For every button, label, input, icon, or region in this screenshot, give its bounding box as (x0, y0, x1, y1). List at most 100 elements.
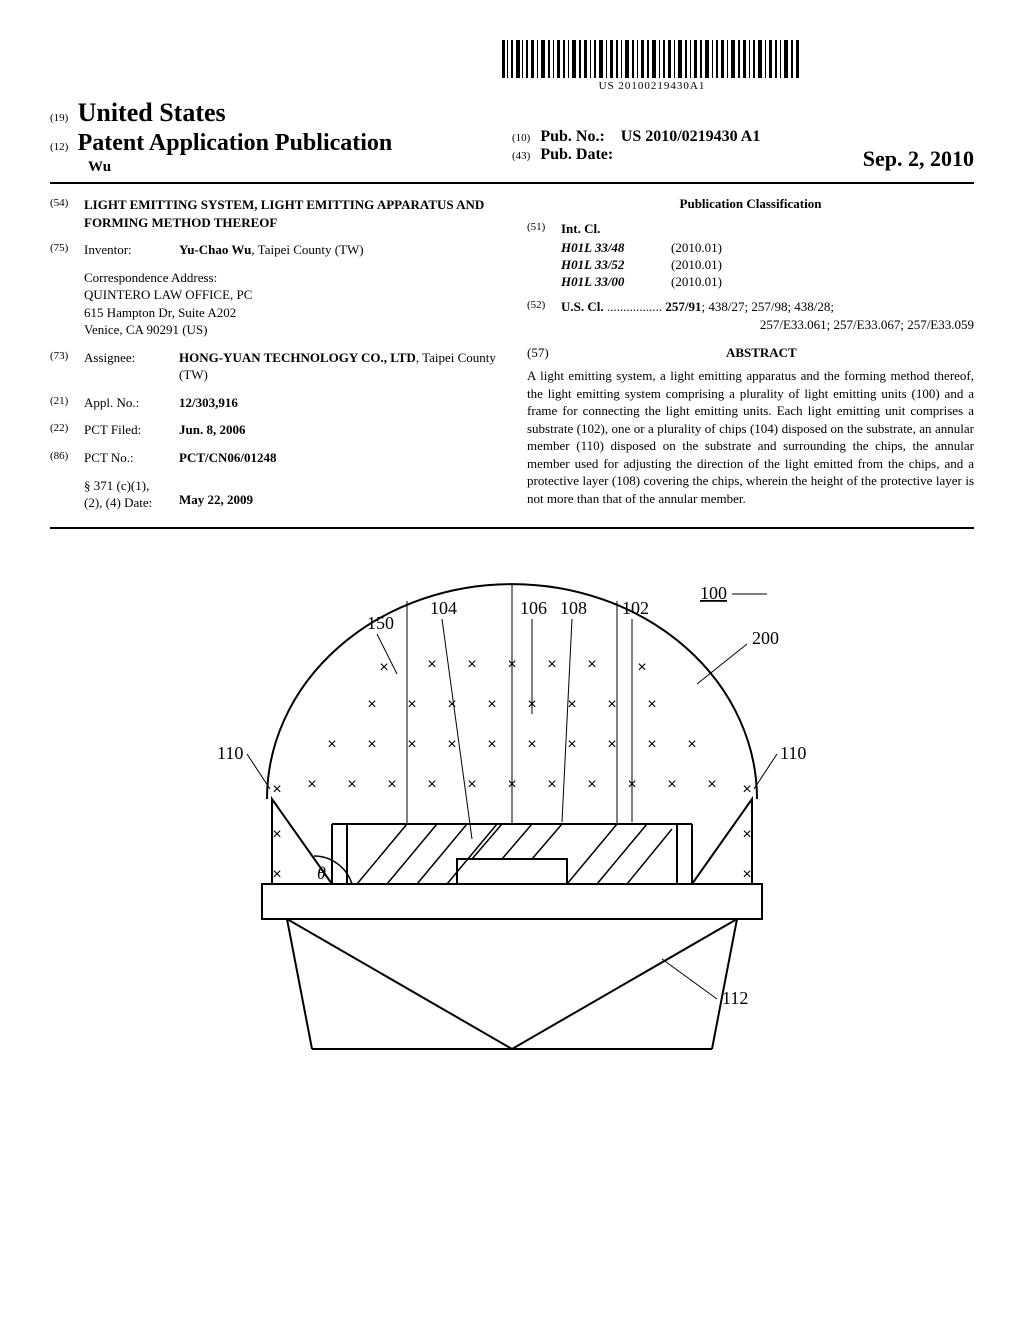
ref-200: 200 (752, 628, 779, 648)
field-appl-no: (21) Appl. No.: 12/303,916 (50, 394, 497, 412)
ref-110-left: 110 (217, 743, 243, 763)
ref-theta: θ (317, 863, 326, 883)
intcl-label: Int. Cl. (561, 221, 600, 236)
pctno-label: PCT No.: (84, 449, 179, 467)
abstract-text: A light emitting system, a light emittin… (527, 367, 974, 507)
invention-title: LIGHT EMITTING SYSTEM, LIGHT EMITTING AP… (84, 197, 484, 230)
svg-text:×: × (742, 826, 751, 843)
s371-value: May 22, 2009 (179, 492, 253, 507)
inventor-header-line: Wu (88, 159, 512, 176)
code-54: (54) (50, 196, 84, 231)
intcl-row: H01L 33/52 (2010.01) (527, 257, 974, 273)
barcode-text: US 20100219430A1 (502, 80, 802, 92)
svg-text:×: × (607, 696, 616, 713)
code-57: (57) (527, 345, 549, 361)
s371-label1: § 371 (c)(1), (84, 477, 179, 495)
s371-label2: (2), (4) Date: (84, 494, 179, 512)
svg-text:×: × (507, 776, 516, 793)
ref-100: 100 (700, 583, 727, 603)
correspondence-address: Correspondence Address: QUINTERO LAW OFF… (84, 269, 497, 339)
ref-106: 106 (520, 598, 547, 618)
svg-text:×: × (407, 736, 416, 753)
field-pct-filed: (22) PCT Filed: Jun. 8, 2006 (50, 421, 497, 439)
uscl-bold: 257/91 (665, 299, 701, 314)
svg-text:×: × (407, 696, 416, 713)
svg-text:×: × (547, 776, 556, 793)
intcl-code: H01L 33/48 (561, 240, 671, 256)
intcl-code: H01L 33/52 (561, 257, 671, 273)
ref-150: 150 (367, 613, 394, 633)
intcl-code: H01L 33/00 (561, 274, 671, 290)
svg-text:×: × (347, 776, 356, 793)
ref-110-right: 110 (780, 743, 806, 763)
barcode-svg (502, 40, 802, 78)
abstract-heading: ABSTRACT (726, 345, 797, 360)
corr-label: Correspondence Address: (84, 269, 497, 287)
intcl-row: H01L 33/48 (2010.01) (527, 240, 974, 256)
uscl-label: U.S. Cl. (561, 299, 604, 314)
code-52: (52) (527, 298, 561, 316)
code-51: (51) (527, 220, 561, 238)
svg-text:×: × (567, 736, 576, 753)
svg-text:×: × (607, 736, 616, 753)
svg-text:×: × (742, 866, 751, 883)
svg-text:×: × (427, 776, 436, 793)
patent-figure: × × × × × × × × × × × × × × × × × × × × × × × × × × × × × ×… (202, 559, 822, 1059)
pub-date: Sep. 2, 2010 (863, 146, 974, 172)
uscl-dots: ................. (604, 299, 666, 314)
code-10: (10) (512, 132, 530, 144)
code-43: (43) (512, 150, 530, 162)
svg-text:×: × (567, 696, 576, 713)
assignee-label: Assignee: (84, 349, 179, 384)
pctfiled-value: Jun. 8, 2006 (179, 422, 245, 437)
svg-text:×: × (467, 656, 476, 673)
header-right: (10) Pub. No.: US 2010/0219430 A1 (43) P… (512, 98, 974, 176)
applno-value: 12/303,916 (179, 395, 238, 410)
left-column: (54) LIGHT EMITTING SYSTEM, LIGHT EMITTI… (50, 196, 497, 512)
country: United States (78, 98, 226, 127)
svg-text:×: × (367, 736, 376, 753)
code-22: (22) (50, 421, 84, 439)
barcode: US 20100219430A1 (502, 40, 802, 92)
svg-text:×: × (637, 659, 646, 676)
field-371-date: § 371 (c)(1), (2), (4) Date: May 22, 200… (84, 477, 497, 512)
field-abstract-head: (57) ABSTRACT (527, 345, 974, 361)
svg-text:×: × (707, 776, 716, 793)
field-us-cl: (52) U.S. Cl. ................. 257/91; … (527, 298, 974, 316)
code-75: (75) (50, 241, 84, 259)
uscl-line2: 257/E33.061; 257/E33.067; 257/E33.059 (527, 317, 974, 333)
svg-text:×: × (379, 659, 388, 676)
header-left: (19) United States (12) Patent Applicati… (50, 98, 512, 176)
svg-text:×: × (687, 736, 696, 753)
svg-text:×: × (272, 826, 281, 843)
corr-line1: QUINTERO LAW OFFICE, PC (84, 286, 497, 304)
field-assignee: (73) Assignee: HONG-YUAN TECHNOLOGY CO.,… (50, 349, 497, 384)
assignee-name: HONG-YUAN TECHNOLOGY CO., LTD (179, 350, 416, 365)
svg-text:×: × (647, 696, 656, 713)
pctno-value: PCT/CN06/01248 (179, 450, 277, 465)
svg-text:×: × (367, 696, 376, 713)
inventor-name: Yu-Chao Wu (179, 242, 251, 257)
svg-text:×: × (587, 656, 596, 673)
document-header: (19) United States (12) Patent Applicati… (50, 98, 974, 184)
corr-line2: 615 Hampton Dr, Suite A202 (84, 304, 497, 322)
svg-text:×: × (487, 736, 496, 753)
svg-text:×: × (447, 736, 456, 753)
code-86: (86) (50, 449, 84, 467)
corr-line3: Venice, CA 90291 (US) (84, 321, 497, 339)
svg-text:×: × (507, 656, 516, 673)
ref-112: 112 (722, 988, 748, 1008)
field-title: (54) LIGHT EMITTING SYSTEM, LIGHT EMITTI… (50, 196, 497, 231)
svg-text:×: × (487, 696, 496, 713)
svg-text:×: × (527, 736, 536, 753)
svg-text:×: × (307, 776, 316, 793)
svg-text:×: × (427, 656, 436, 673)
intcl-ver: (2010.01) (671, 274, 722, 290)
barcode-area: US 20100219430A1 (50, 40, 974, 93)
applno-label: Appl. No.: (84, 394, 179, 412)
intcl-ver: (2010.01) (671, 240, 722, 256)
svg-text:×: × (742, 781, 751, 798)
intcl-row: H01L 33/00 (2010.01) (527, 274, 974, 290)
svg-text:×: × (272, 781, 281, 798)
right-column: Publication Classification (51) Int. Cl.… (527, 196, 974, 512)
